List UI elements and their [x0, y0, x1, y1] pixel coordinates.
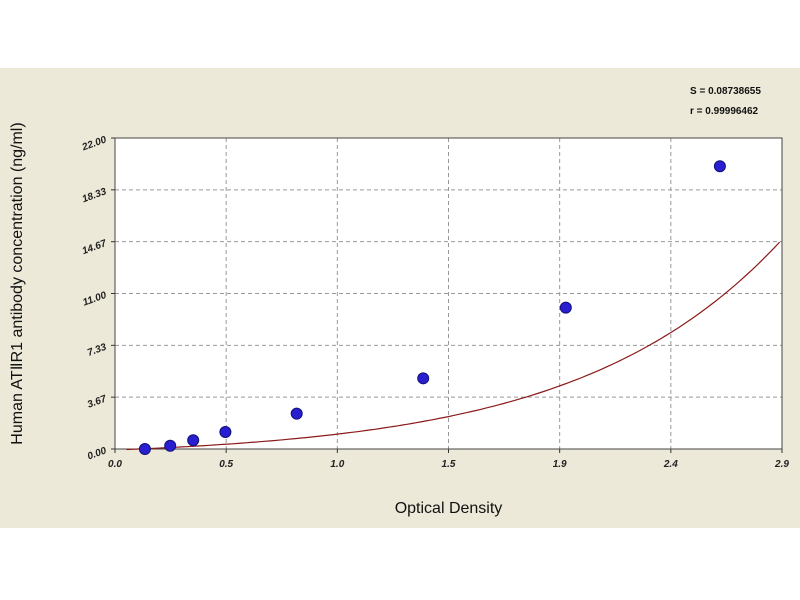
data-points	[138, 160, 726, 455]
stat-s: S = 0.08738655	[690, 86, 761, 97]
data-point	[713, 160, 726, 173]
x-tick-label: 1.9	[553, 459, 567, 470]
x-tick-label: 1.5	[442, 459, 456, 470]
chart-svg: 0.0 0.5 1.0 1.5 1.9 2.4 2.9 0.00 3.67 7.33 11.00 14…	[9, 122, 789, 517]
data-point	[290, 407, 303, 420]
y-tick-label: 3.67	[86, 394, 108, 411]
x-tick-label: 0.5	[219, 459, 233, 470]
data-point	[187, 434, 200, 447]
y-tick-label: 7.33	[86, 342, 108, 359]
data-point	[417, 372, 430, 385]
data-point	[219, 426, 232, 439]
data-point	[138, 443, 151, 455]
grid	[115, 138, 782, 449]
x-axis-label: Optical Density	[395, 500, 503, 517]
axes	[111, 137, 783, 453]
x-tick-label: 2.4	[663, 459, 678, 470]
y-tick-label: 0.00	[86, 445, 108, 462]
fit-curve	[126, 241, 781, 451]
y-tick-label: 18.33	[81, 186, 109, 205]
x-tick-label: 0.0	[108, 459, 122, 470]
plot-border	[114, 137, 783, 450]
y-tick-label: 22.00	[80, 134, 109, 153]
chart-figure: 0.0 0.5 1.0 1.5 1.9 2.4 2.9 0.00 3.67 7.33 11.00 14…	[0, 68, 800, 528]
y-tick-label: 11.00	[81, 290, 108, 309]
stat-r: r = 0.99996462	[690, 106, 759, 117]
data-point	[164, 439, 177, 452]
y-axis-label: Human ATⅡR1 antibody concentration (ng/m…	[9, 122, 26, 444]
y-tick-label: 14.67	[81, 238, 109, 257]
data-point	[559, 301, 572, 314]
x-tick-label: 1.0	[330, 459, 344, 470]
x-tick-label: 2.9	[774, 459, 789, 470]
